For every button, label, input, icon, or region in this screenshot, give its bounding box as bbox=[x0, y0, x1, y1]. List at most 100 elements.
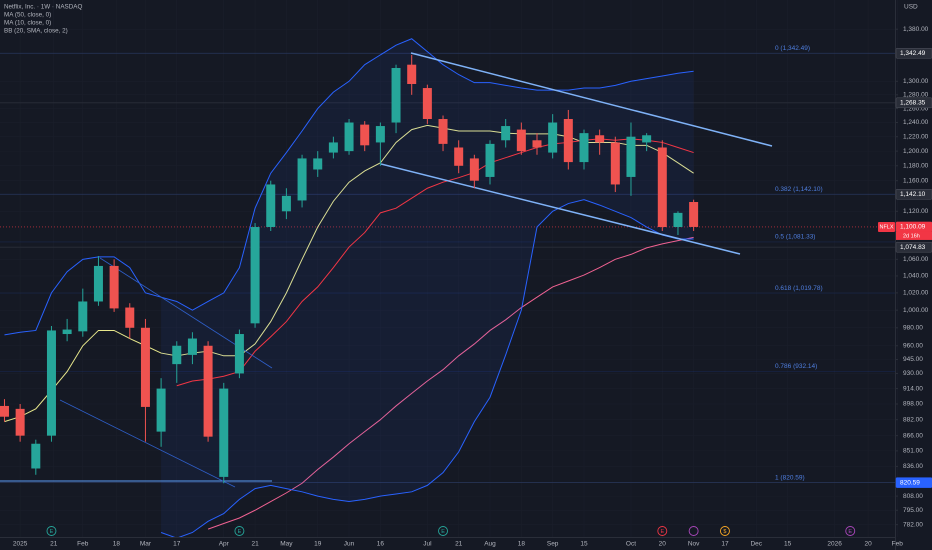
candle-body bbox=[516, 129, 526, 152]
candle-body bbox=[375, 126, 385, 143]
y-tick-label: 1,200.00 bbox=[903, 148, 929, 155]
chart-title: Netflix, Inc. · 1W · NASDAQ bbox=[4, 4, 82, 11]
symbol-tag bbox=[878, 221, 895, 232]
y-tick-label: 1,120.00 bbox=[903, 208, 929, 215]
x-tick-label: Feb bbox=[77, 541, 89, 548]
candle-body bbox=[407, 64, 417, 84]
candle-body bbox=[140, 327, 150, 407]
candle-body bbox=[203, 345, 213, 437]
candle-body bbox=[78, 301, 88, 332]
x-tick-label: 17 bbox=[721, 541, 729, 548]
event-label: E bbox=[848, 529, 852, 535]
currency: USD bbox=[904, 4, 918, 11]
event-marker bbox=[688, 526, 699, 536]
y-tick-label: 1,060.00 bbox=[903, 256, 929, 263]
x-tick-label: Jul bbox=[423, 541, 432, 548]
event-marker bbox=[234, 526, 245, 536]
x-tick-label: Jun bbox=[344, 541, 355, 548]
trend-line bbox=[59, 399, 236, 488]
candle-body bbox=[234, 334, 244, 374]
x-tick-label: May bbox=[280, 541, 293, 548]
candle-body bbox=[344, 122, 354, 152]
candles bbox=[0, 54, 699, 484]
x-tick-label: Aug bbox=[484, 541, 496, 548]
events: E E E E $ E bbox=[46, 526, 856, 536]
candle-body bbox=[156, 388, 166, 432]
drawings bbox=[0, 52, 773, 488]
candle-body bbox=[485, 143, 495, 177]
candle-body bbox=[438, 119, 448, 144]
countdown-tag bbox=[896, 231, 932, 240]
candle-body bbox=[250, 227, 260, 324]
candle-body bbox=[0, 405, 9, 417]
grid bbox=[0, 0, 897, 537]
x-tick-label: Mar bbox=[140, 541, 152, 548]
candle-body bbox=[281, 195, 291, 212]
event-marker bbox=[657, 526, 668, 536]
price-tag-label: 1,268.35 bbox=[900, 100, 926, 107]
candle-body bbox=[673, 212, 683, 228]
candle-body bbox=[360, 124, 370, 146]
candle-body bbox=[657, 147, 667, 228]
y-tick-label: 808.00 bbox=[903, 493, 923, 500]
event-marker bbox=[46, 526, 57, 536]
y-tick-label: 914.00 bbox=[903, 385, 923, 392]
y-tick-label: 836.00 bbox=[903, 463, 923, 470]
candle-body bbox=[266, 184, 276, 228]
y-tick-label: 1,300.00 bbox=[903, 78, 929, 85]
x-tick-label: Oct bbox=[626, 541, 636, 548]
y-tick-label: 795.00 bbox=[903, 507, 923, 514]
candle-body bbox=[172, 345, 182, 365]
indicator-line bbox=[160, 199, 694, 537]
candle-body bbox=[46, 330, 56, 436]
x-tick-label: Sep bbox=[547, 541, 559, 548]
candle-body bbox=[15, 408, 25, 436]
levels: 0 (1,342.49) 0.382 (1,142.10) 0.5 (1,081.3… bbox=[0, 45, 895, 484]
candle-body bbox=[313, 158, 323, 170]
y-tick-label: 945.00 bbox=[903, 356, 923, 363]
y-tick-label: 1,040.00 bbox=[903, 273, 929, 280]
candle-body bbox=[548, 122, 558, 153]
y-tick-label: 782.00 bbox=[903, 521, 923, 528]
candle-body bbox=[626, 136, 636, 177]
y-tick-label: 1,000.00 bbox=[903, 307, 929, 314]
candle-body bbox=[109, 265, 119, 309]
price-tag bbox=[895, 241, 932, 253]
x-tick-label: 17 bbox=[173, 541, 181, 548]
price-tags: 1,342.49 1,268.35 1,142.10 1,074.83 820.59 1,… bbox=[878, 48, 932, 488]
x-tick-label: 20 bbox=[865, 541, 873, 548]
countdown: 2d 16h bbox=[903, 233, 920, 239]
candle-body bbox=[391, 67, 401, 123]
candle-body bbox=[297, 158, 307, 201]
y-tick-label: 898.00 bbox=[903, 401, 923, 408]
candle-body bbox=[595, 135, 605, 143]
event-label: E bbox=[660, 529, 664, 535]
plot-area: 0 (1,342.49) 0.382 (1,142.10) 0.5 (1,081.3… bbox=[0, 38, 895, 537]
indicators bbox=[4, 38, 694, 537]
y-tick-label: 882.00 bbox=[903, 416, 923, 423]
candle-body bbox=[579, 133, 589, 163]
y-tick-label: 1,020.00 bbox=[903, 290, 929, 297]
indicator-line bbox=[207, 236, 694, 530]
price-tag bbox=[895, 189, 932, 200]
x-tick-label: 16 bbox=[377, 541, 385, 548]
axes: 1,380.00 1,300.00 1,280.00 1,260.00 1,240.00… bbox=[13, 26, 929, 548]
indicator-line bbox=[176, 138, 694, 387]
event-marker bbox=[438, 526, 448, 536]
candle-body bbox=[422, 88, 432, 120]
fib-label: 0 (1,342.49) bbox=[775, 45, 810, 52]
price-tag-label: 820.59 bbox=[900, 479, 920, 486]
y-tick-label: 866.00 bbox=[903, 432, 923, 439]
fib-label: 0.382 (1,142.10) bbox=[775, 186, 823, 193]
x-tick-label: 18 bbox=[113, 541, 121, 548]
candle-body bbox=[501, 126, 511, 141]
x-tick-label: 15 bbox=[580, 541, 588, 548]
legend: Netflix, Inc. · 1W · NASDAQ MA (50, clos… bbox=[4, 4, 82, 35]
event-label: E bbox=[238, 529, 242, 535]
x-tick-label: 18 bbox=[518, 541, 526, 548]
x-tick-label: Feb bbox=[892, 541, 904, 548]
price-tag bbox=[895, 477, 932, 488]
candle-body bbox=[31, 443, 41, 469]
